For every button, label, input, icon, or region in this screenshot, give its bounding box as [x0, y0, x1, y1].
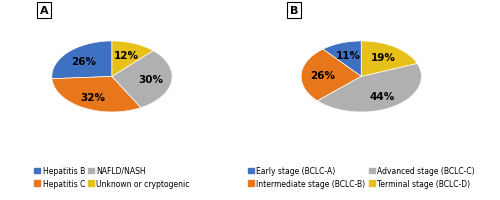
Polygon shape [141, 70, 172, 108]
Polygon shape [318, 70, 422, 112]
Text: 44%: 44% [370, 91, 395, 101]
Polygon shape [362, 42, 417, 77]
Text: A: A [40, 6, 48, 16]
Polygon shape [318, 64, 422, 112]
Text: B: B [290, 6, 298, 16]
Polygon shape [323, 42, 362, 77]
Text: 26%: 26% [71, 56, 96, 66]
Legend: Hepatitis B, Hepatitis C, NAFLD/NASH, Unknown or cryptogenic: Hepatitis B, Hepatitis C, NAFLD/NASH, Un… [32, 165, 192, 189]
Polygon shape [52, 77, 141, 112]
Polygon shape [301, 70, 318, 101]
Text: 19%: 19% [371, 53, 396, 63]
Polygon shape [112, 42, 153, 77]
Text: 32%: 32% [80, 92, 106, 102]
Polygon shape [52, 42, 112, 79]
Text: 12%: 12% [114, 51, 139, 61]
Text: 11%: 11% [336, 50, 360, 60]
Polygon shape [52, 72, 141, 112]
Text: 26%: 26% [310, 71, 335, 81]
Polygon shape [301, 50, 362, 101]
Polygon shape [112, 51, 172, 108]
Legend: Early stage (BCLC-A), Intermediate stage (BCLC-B), Advanced stage (BCLC-C), Term: Early stage (BCLC-A), Intermediate stage… [246, 165, 476, 189]
Text: 30%: 30% [138, 75, 163, 85]
